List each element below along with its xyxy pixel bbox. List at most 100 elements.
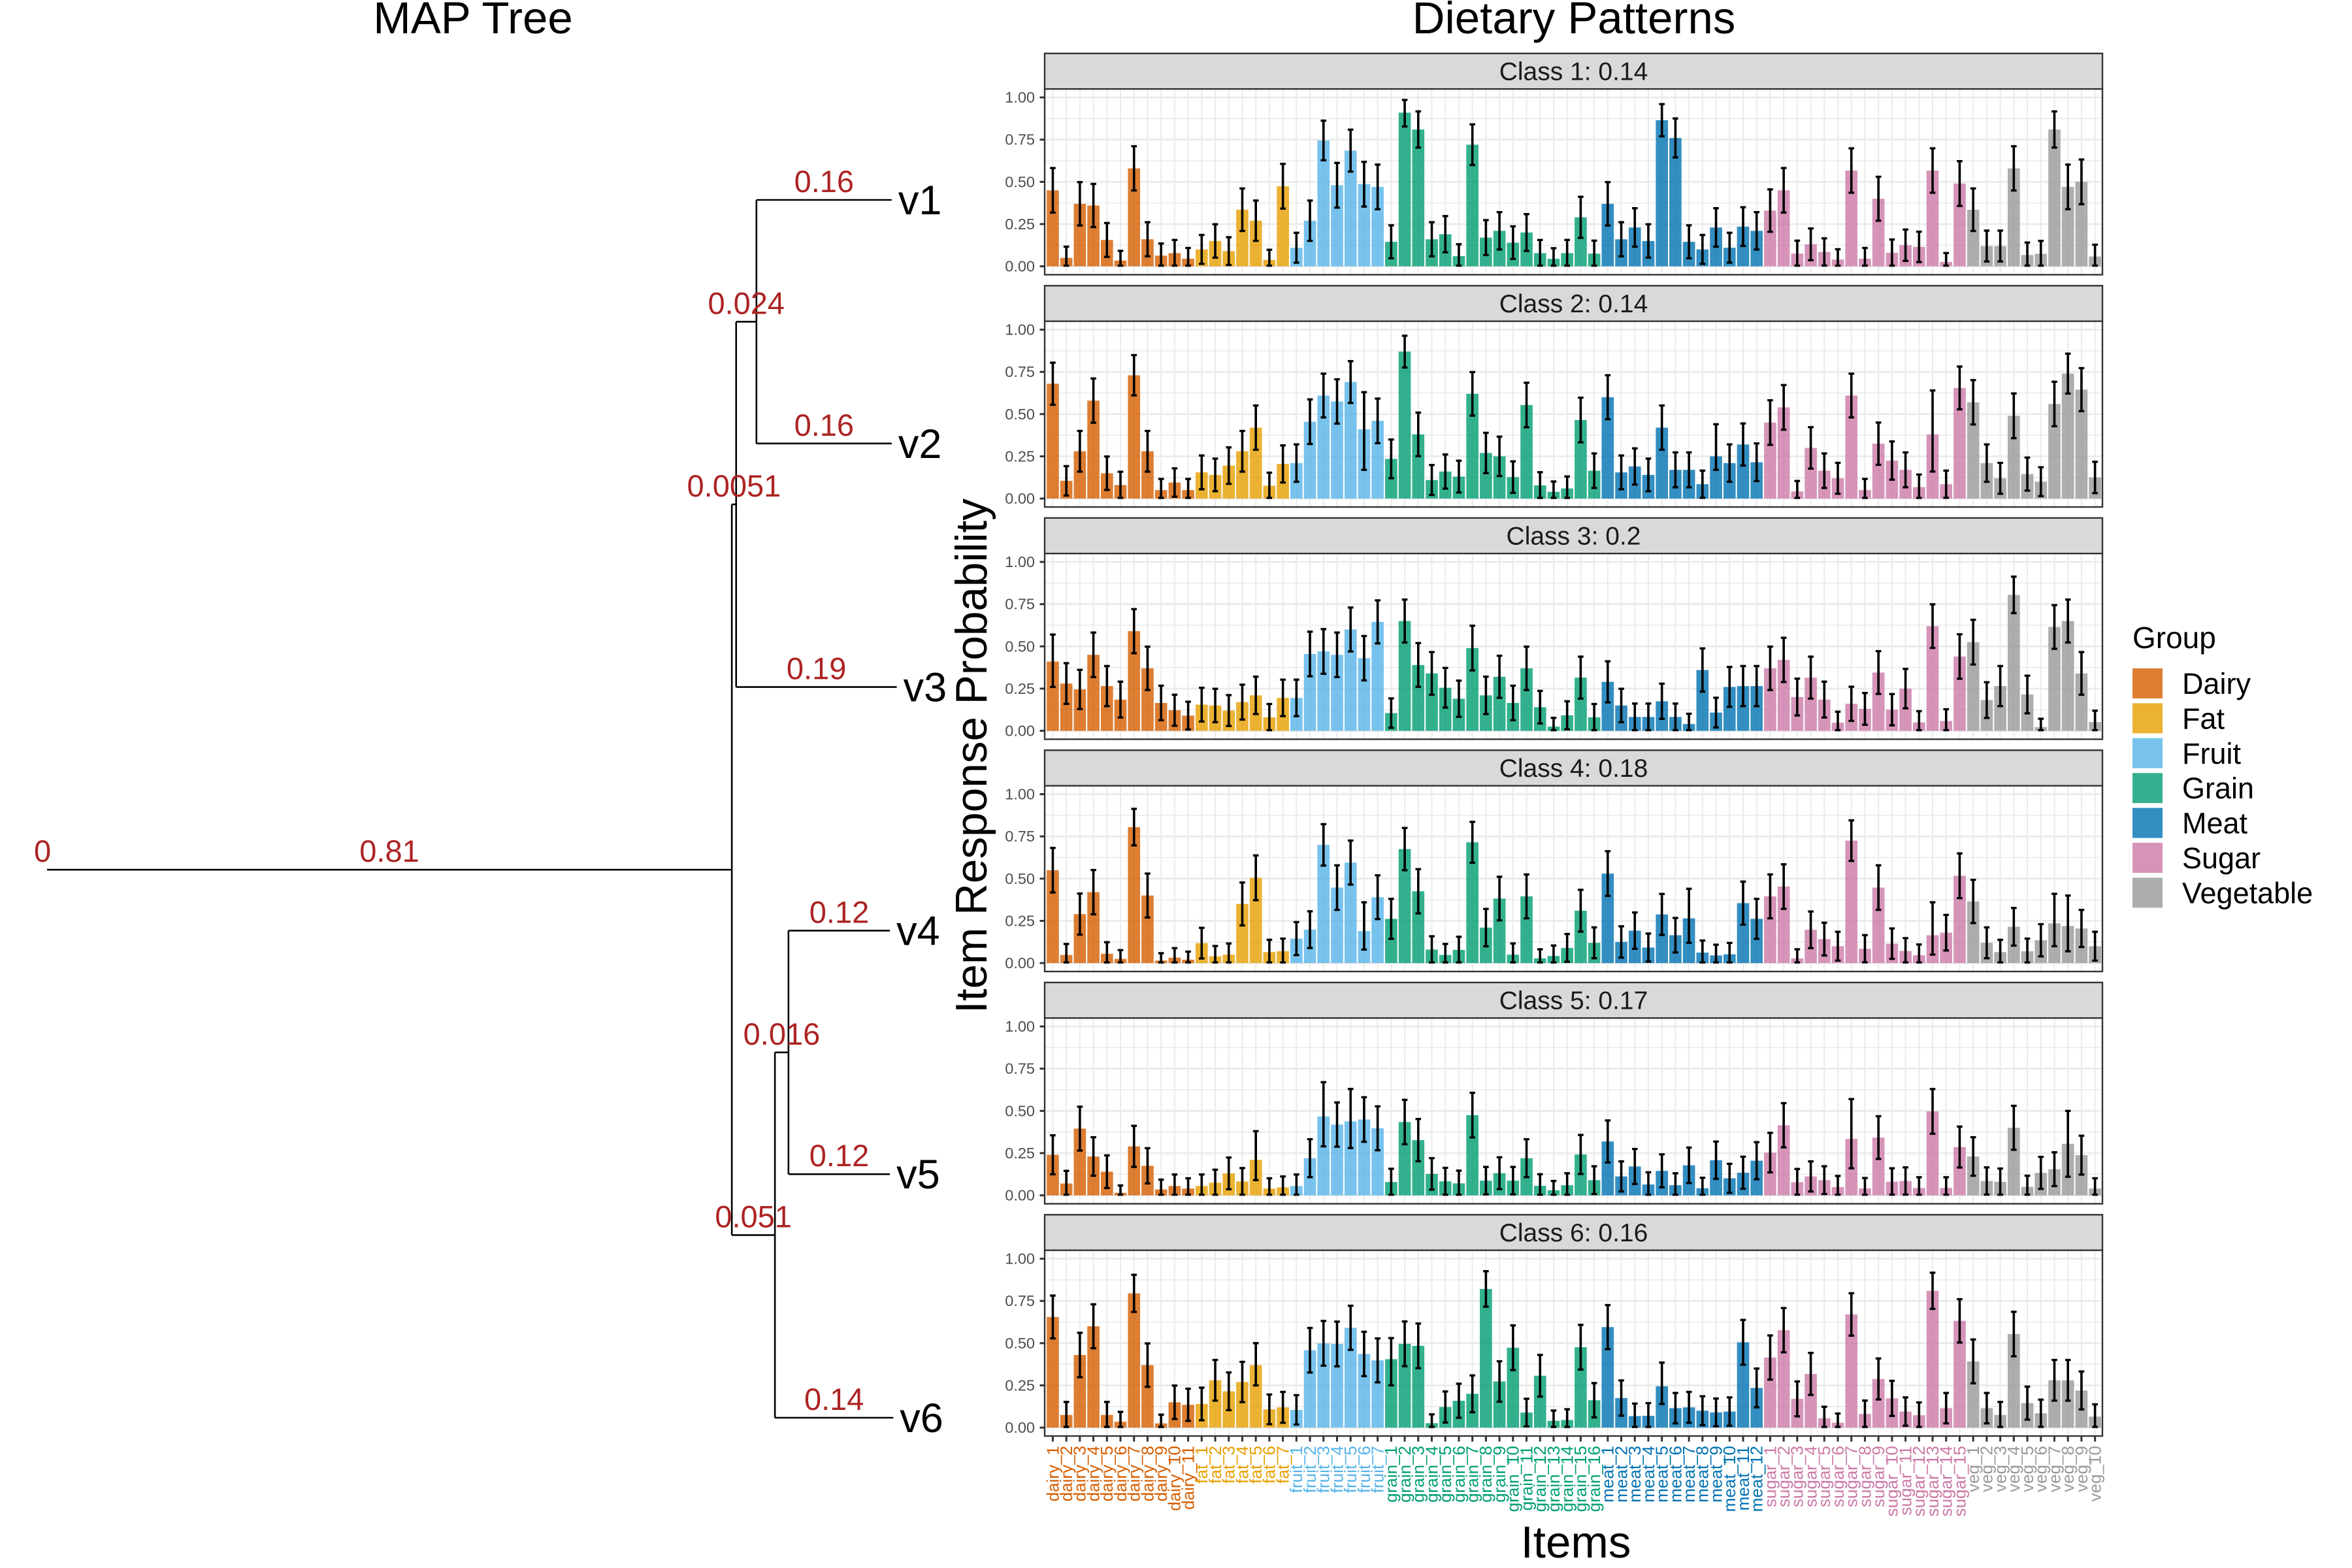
svg-text:meat_2: meat_2: [1611, 1446, 1631, 1503]
svg-text:Meat: Meat: [2182, 807, 2248, 840]
svg-text:sugar_13: sugar_13: [1923, 1446, 1942, 1516]
svg-text:0.00: 0.00: [1005, 955, 1035, 972]
svg-text:grain_11: grain_11: [1516, 1446, 1536, 1511]
svg-text:0.75: 0.75: [1005, 596, 1035, 613]
svg-text:0.75: 0.75: [1005, 1060, 1035, 1077]
svg-text:grain_12: grain_12: [1530, 1446, 1550, 1512]
svg-text:dairy_8: dairy_8: [1137, 1446, 1157, 1501]
svg-text:fat_5: fat_5: [1246, 1446, 1266, 1484]
svg-text:0.25: 0.25: [1005, 1145, 1035, 1162]
svg-text:veg_6: veg_6: [2031, 1446, 2051, 1492]
svg-text:0.50: 0.50: [1005, 1102, 1035, 1119]
svg-text:sugar_10: sugar_10: [1882, 1446, 1902, 1516]
svg-text:0.25: 0.25: [1005, 912, 1035, 929]
svg-text:grain_8: grain_8: [1476, 1446, 1495, 1503]
svg-text:Class 4: 0.18: Class 4: 0.18: [1499, 755, 1648, 783]
svg-text:0.75: 0.75: [1005, 1292, 1035, 1309]
svg-text:meat_10: meat_10: [1720, 1446, 1739, 1512]
svg-text:Class 5: 0.17: Class 5: 0.17: [1499, 987, 1648, 1015]
svg-text:veg_7: veg_7: [2044, 1446, 2064, 1492]
svg-text:0.14: 0.14: [804, 1382, 864, 1416]
svg-text:sugar_14: sugar_14: [1936, 1446, 1956, 1516]
svg-text:fruit_1: fruit_1: [1286, 1446, 1306, 1493]
svg-text:0.00: 0.00: [1005, 1187, 1035, 1204]
svg-text:sugar_1: sugar_1: [1760, 1446, 1780, 1507]
svg-text:Sugar: Sugar: [2182, 841, 2261, 875]
svg-text:grain_14: grain_14: [1558, 1446, 1577, 1512]
svg-text:0.00: 0.00: [1005, 1419, 1035, 1436]
svg-text:fat_1: fat_1: [1192, 1446, 1211, 1484]
svg-text:0.50: 0.50: [1005, 173, 1035, 190]
svg-text:meat_6: meat_6: [1665, 1446, 1685, 1503]
svg-text:0.16: 0.16: [794, 164, 854, 199]
svg-text:fat_6: fat_6: [1260, 1446, 1279, 1484]
svg-text:dairy_11: dairy_11: [1178, 1446, 1198, 1510]
svg-text:fat_4: fat_4: [1232, 1446, 1252, 1484]
svg-text:0.75: 0.75: [1005, 363, 1035, 380]
svg-text:1.00: 1.00: [1005, 1250, 1035, 1267]
svg-text:veg_8: veg_8: [2058, 1446, 2078, 1492]
svg-text:v3: v3: [904, 665, 947, 711]
svg-text:0.051: 0.051: [715, 1199, 792, 1233]
svg-text:Dietary Patterns: Dietary Patterns: [1413, 0, 1736, 43]
svg-text:Class 3: 0.2: Class 3: 0.2: [1507, 523, 1641, 551]
svg-text:meat_3: meat_3: [1625, 1446, 1644, 1503]
svg-text:sugar_3: sugar_3: [1788, 1446, 1807, 1507]
svg-text:fruit_6: fruit_6: [1354, 1446, 1374, 1493]
svg-text:grain_1: grain_1: [1381, 1446, 1401, 1503]
svg-text:fat_7: fat_7: [1273, 1446, 1292, 1484]
svg-text:0.25: 0.25: [1005, 1377, 1035, 1394]
svg-text:Class 1: 0.14: Class 1: 0.14: [1499, 58, 1648, 86]
svg-text:meat_7: meat_7: [1679, 1446, 1699, 1503]
svg-text:dairy_1: dairy_1: [1043, 1446, 1062, 1501]
svg-text:Fat: Fat: [2182, 702, 2225, 735]
svg-text:dairy_10: dairy_10: [1165, 1446, 1184, 1511]
svg-text:1.00: 1.00: [1005, 89, 1035, 106]
svg-text:v6: v6: [900, 1396, 943, 1441]
svg-text:meat_5: meat_5: [1652, 1446, 1672, 1503]
svg-text:veg_10: veg_10: [2085, 1446, 2104, 1501]
svg-text:sugar_9: sugar_9: [1869, 1446, 1888, 1507]
svg-text:0.12: 0.12: [809, 1138, 869, 1173]
svg-text:v5: v5: [896, 1152, 940, 1198]
svg-text:dairy_9: dairy_9: [1151, 1446, 1171, 1501]
svg-text:0.25: 0.25: [1005, 680, 1035, 697]
svg-text:fruit_7: fruit_7: [1367, 1446, 1387, 1493]
svg-text:grain_5: grain_5: [1435, 1446, 1455, 1503]
svg-text:veg_1: veg_1: [1963, 1446, 1983, 1492]
svg-text:0.50: 0.50: [1005, 1335, 1035, 1352]
svg-text:0.81: 0.81: [359, 834, 419, 868]
svg-text:0.024: 0.024: [708, 286, 785, 320]
svg-text:grain_4: grain_4: [1422, 1446, 1441, 1503]
svg-text:sugar_15: sugar_15: [1950, 1446, 1969, 1516]
svg-text:0.0051: 0.0051: [687, 468, 781, 503]
svg-text:dairy_3: dairy_3: [1070, 1446, 1090, 1501]
svg-text:veg_4: veg_4: [2004, 1446, 2023, 1492]
svg-text:Grain: Grain: [2182, 772, 2254, 805]
svg-text:Dairy: Dairy: [2182, 667, 2251, 700]
svg-text:grain_7: grain_7: [1462, 1446, 1482, 1503]
svg-text:meat_1: meat_1: [1598, 1446, 1618, 1503]
svg-text:0.16: 0.16: [794, 408, 854, 442]
svg-text:1.00: 1.00: [1005, 553, 1035, 570]
svg-text:meat_4: meat_4: [1639, 1446, 1658, 1503]
svg-text:fat_3: fat_3: [1219, 1446, 1239, 1484]
svg-text:1.00: 1.00: [1005, 1018, 1035, 1035]
svg-text:Item Response Probability: Item Response Probability: [947, 498, 996, 1013]
svg-text:grain_9: grain_9: [1490, 1446, 1509, 1503]
svg-text:grain_13: grain_13: [1544, 1446, 1563, 1512]
svg-text:grain_10: grain_10: [1503, 1446, 1523, 1512]
svg-text:grain_16: grain_16: [1584, 1446, 1604, 1512]
svg-text:sugar_12: sugar_12: [1909, 1446, 1929, 1516]
svg-text:0.19: 0.19: [787, 651, 846, 686]
svg-text:fat_2: fat_2: [1205, 1446, 1225, 1484]
svg-text:sugar_7: sugar_7: [1842, 1446, 1861, 1507]
svg-text:meat_11: meat_11: [1733, 1446, 1753, 1511]
svg-text:veg_3: veg_3: [1990, 1446, 2010, 1492]
svg-text:fruit_3: fruit_3: [1314, 1446, 1333, 1493]
svg-text:v2: v2: [898, 421, 942, 467]
svg-text:meat_9: meat_9: [1706, 1446, 1725, 1503]
svg-text:0: 0: [34, 834, 51, 868]
svg-text:grain_15: grain_15: [1571, 1446, 1590, 1512]
svg-text:Items: Items: [1521, 1517, 1631, 1567]
